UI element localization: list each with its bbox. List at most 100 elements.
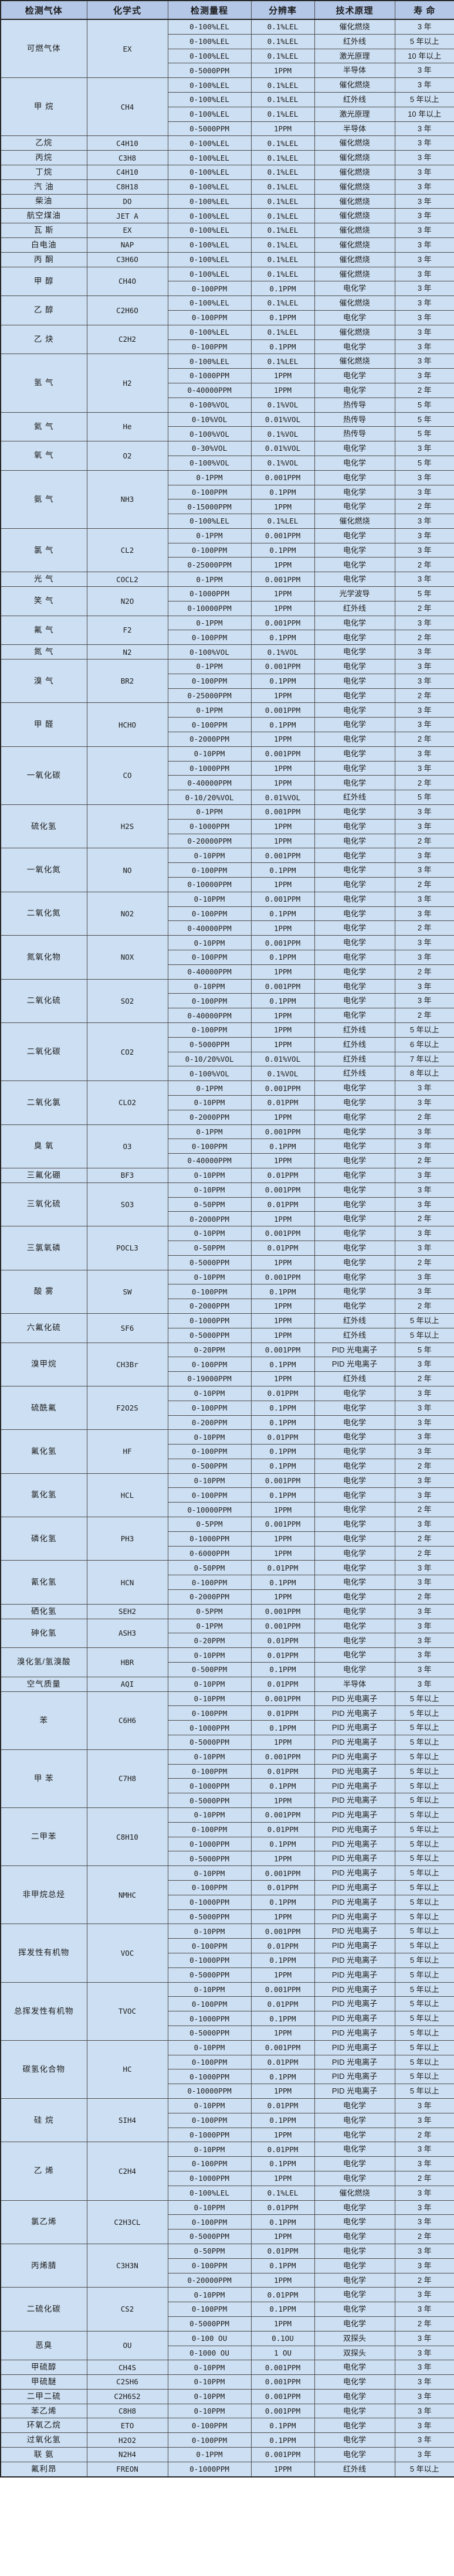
table-row: 挥发性有机物 VOC 0-10PPM 0.001PPM PID 光电离子 5 年以上 xyxy=(0,1923,454,1983)
resolution-cell: 0.1PPM xyxy=(250,1720,315,1736)
lifespan-cell: 5 年以上 xyxy=(394,2040,454,2055)
range-cell: 0-40000PPM xyxy=(167,382,252,398)
lifespan-cell: 3 年 xyxy=(394,1139,454,1154)
lifespan-cell: 5 年以上 xyxy=(394,2011,454,2026)
lifespan-cell: 3 年 xyxy=(394,2185,454,2201)
resolution-cell: 0.1%LEL xyxy=(250,48,315,64)
principle-cell: 电化学 xyxy=(314,1400,395,1416)
resolution-cell: 0.1%LEL xyxy=(250,295,315,311)
range-cell: 0-5000PPM xyxy=(167,2025,252,2041)
table-row: 碳氢化合物 HC 0-10PPM 0.001PPM PID 光电离子 5 年以上 xyxy=(0,2040,454,2099)
table-row: 甲 醛 HCHO 0-1PPM 0.001PPM 电化学 3 年 xyxy=(0,702,454,747)
resolution-cell: 0.1PPM xyxy=(250,2112,315,2128)
resolution-cell: 0.01PPM xyxy=(250,1633,315,1649)
table-row: 0-100PPM 0.01PPM PID 光电离子 5 年以上 xyxy=(1,1763,454,1779)
lifespan-cell: 2 年 xyxy=(394,1458,454,1474)
principle-cell: 电化学 xyxy=(314,1197,395,1212)
principle-cell: 电化学 xyxy=(314,1226,395,1241)
table-row: 氟 气 F2 0-1PPM 0.001PPM 电化学 3 年 xyxy=(0,615,454,645)
gas-name-cell: 氨 气 xyxy=(0,470,87,529)
principle-cell: 电化学 xyxy=(314,1531,395,1547)
lifespan-cell: 5 年以上 xyxy=(394,1880,454,1895)
gas-name-cell: 丁烷 xyxy=(0,164,87,180)
principle-cell: 电化学 xyxy=(314,2127,395,2143)
gas-name-cell: 恶臭 xyxy=(0,2330,87,2361)
principle-cell: PID 光电离子 xyxy=(314,1982,395,1997)
gas-name-cell: 环氧乙烷 xyxy=(0,2418,87,2434)
resolution-cell: 1PPM xyxy=(250,121,315,137)
resolution-cell: 0.1PPM xyxy=(250,1458,315,1474)
gas-name-cell: 氦 气 xyxy=(0,412,87,442)
resolution-cell: 1PPM xyxy=(250,2272,315,2288)
formula-cell: EX xyxy=(86,19,168,79)
table-row: 0-5000PPM 1PPM 半导体 3 年 xyxy=(1,121,454,137)
resolution-cell: 0.1PPM xyxy=(250,339,315,355)
table-row: 0-100PPM 0.1PPM 电化学 3 年 xyxy=(1,673,454,689)
range-cell: 0-40000PPM xyxy=(167,775,252,791)
resolution-cell: 1PPM xyxy=(250,2025,315,2041)
principle-cell: 电化学 xyxy=(314,1415,395,1430)
gas-name-cell: 甲硫醚 xyxy=(0,2374,87,2390)
resolution-cell: 0.1PPM xyxy=(250,2258,315,2273)
table-row: 0-2000PPM 1PPM 电化学 2 年 xyxy=(1,1211,454,1227)
resolution-cell: 1PPM xyxy=(250,1299,315,1314)
resolution-cell: 0.001PPM xyxy=(250,1517,315,1532)
range-cell: 0-100PPM xyxy=(167,1575,252,1591)
table-row: 0-40000PPM 1PPM 电化学 2 年 xyxy=(1,775,454,791)
formula-cell: EX xyxy=(86,223,168,238)
formula-cell: N2 xyxy=(86,644,168,660)
gas-name-cell: 苯乙烯 xyxy=(0,2403,87,2419)
gas-name-cell: 瓦 斯 xyxy=(0,223,87,238)
table-row: 0-100PPM 0.1PPM 电化学 3 年 xyxy=(1,2156,454,2171)
table-row: 非甲烷总烃 NMHC 0-10PPM 0.001PPM PID 光电离子 5 年以上 xyxy=(0,1865,454,1925)
table-row: 氯 气 CL2 0-1PPM 0.001PPM 电化学 3 年 xyxy=(0,528,454,573)
resolution-cell: 0.1%LEL xyxy=(250,135,315,151)
principle-cell: 电化学 xyxy=(314,2272,395,2288)
resolution-cell: 1PPM xyxy=(250,1502,315,1518)
formula-cell: C8H10 xyxy=(86,1807,168,1867)
principle-cell: 电化学 xyxy=(314,1487,395,1503)
resolution-cell: 0.1%LEL xyxy=(250,164,315,180)
resolution-cell: 0.001PPM xyxy=(250,1342,315,1358)
principle-cell: PID 光电离子 xyxy=(314,2040,395,2055)
range-cell: 0-100%LEL xyxy=(167,135,252,151)
range-cell: 0-100PPM xyxy=(167,1022,252,1038)
resolution-cell: 0.01%VOL xyxy=(250,441,315,456)
principle-cell: 红外线 xyxy=(314,1313,395,1328)
formula-cell: BR2 xyxy=(86,659,168,704)
principle-cell: 电化学 xyxy=(314,2243,395,2259)
formula-cell: NO2 xyxy=(86,891,168,936)
formula-cell: H2 xyxy=(86,354,168,413)
principle-cell: 催化燃烧 xyxy=(314,252,395,267)
lifespan-cell: 3 年 xyxy=(394,1240,454,1256)
lifespan-cell: 3 年 xyxy=(394,1284,454,1300)
range-cell: 0-40000PPM xyxy=(167,964,252,980)
principle-cell: 电化学 xyxy=(314,1560,395,1576)
principle-cell: 电化学 xyxy=(314,1080,395,1096)
range-cell: 0-5000PPM xyxy=(167,63,252,79)
principle-cell: 电化学 xyxy=(314,2098,395,2113)
principle-cell: PID 光电离子 xyxy=(314,1923,395,1939)
lifespan-cell: 3 年 xyxy=(394,1487,454,1503)
table-row: 光 气 COCL2 0-1PPM 0.001PPM 电化学 3 年 xyxy=(0,572,454,587)
range-cell: 0-10PPM xyxy=(167,1385,252,1401)
gas-name-cell: 联 氨 xyxy=(0,2447,87,2462)
resolution-cell: 0.1%LEL xyxy=(250,77,315,93)
lifespan-cell: 3 年 xyxy=(394,1095,454,1110)
range-cell: 0-1000PPM xyxy=(167,1952,252,1968)
formula-cell: C2SH6 xyxy=(86,2374,168,2390)
range-cell: 0-10000PPM xyxy=(167,600,252,616)
principle-cell: 电化学 xyxy=(314,2418,395,2434)
gas-name-cell: 光 气 xyxy=(0,572,87,587)
range-cell: 0-100PPM xyxy=(167,1357,252,1372)
principle-cell: 催化燃烧 xyxy=(314,237,395,253)
lifespan-cell: 3 年 xyxy=(394,2287,454,2303)
table-row: 二氧化氮 NO2 0-10PPM 0.001PPM 电化学 3 年 xyxy=(0,891,454,936)
range-cell: 0-100%LEL xyxy=(167,324,252,340)
range-cell: 0-10PPM xyxy=(167,2040,252,2055)
range-cell: 0-100%LEL xyxy=(167,266,252,282)
column-header-0: 检测气体 xyxy=(0,0,87,20)
lifespan-cell: 3 年 xyxy=(394,354,454,369)
formula-cell: NH3 xyxy=(86,470,168,529)
gas-name-cell: 空气质量 xyxy=(0,1676,87,1692)
